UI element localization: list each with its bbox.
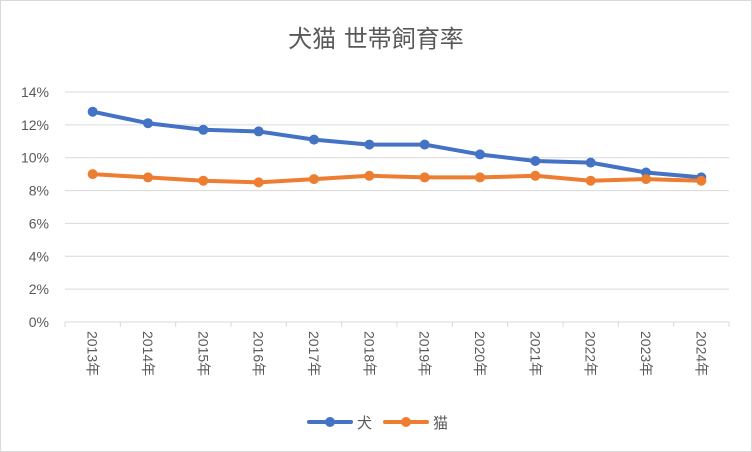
data-point	[198, 175, 209, 186]
data-point	[530, 170, 541, 181]
legend-item: 猫	[383, 414, 448, 432]
data-point	[87, 169, 98, 180]
y-tick-label: 10%	[21, 150, 49, 166]
x-tick-label: 2014年	[140, 331, 156, 376]
data-point	[253, 177, 264, 188]
data-point	[419, 172, 430, 183]
legend-label: 犬	[357, 414, 372, 432]
x-tick-label: 2023年	[638, 331, 654, 376]
x-axis: 2013年 2014年 2015年 2016年 2017年 2018年 2019年 2020年…	[64, 322, 730, 376]
data-point	[309, 174, 319, 185]
y-tick-label: 12%	[21, 117, 49, 133]
series-line	[90, 109, 704, 180]
legend: 犬猫	[307, 414, 448, 432]
x-tick-label: 2015年	[195, 331, 211, 376]
legend-item: 犬	[307, 414, 372, 432]
y-tick-label: 6%	[29, 215, 49, 231]
data-point	[364, 170, 375, 181]
y-tick-label: 8%	[29, 183, 49, 199]
data-point	[364, 139, 375, 150]
plot-series	[87, 106, 707, 188]
data-point	[143, 118, 153, 129]
data-point	[253, 126, 264, 137]
x-tick-label: 2019年	[417, 331, 433, 376]
data-point	[87, 106, 98, 117]
data-point	[696, 175, 707, 186]
x-tick-label: 2022年	[583, 331, 599, 376]
y-axis: 0% 2% 4% 6% 8% 10% 12% 14%	[21, 84, 49, 330]
series-1	[87, 106, 707, 183]
y-tick-label: 2%	[29, 281, 49, 297]
y-tick-label: 4%	[29, 248, 49, 264]
series-2	[87, 169, 707, 188]
data-point	[641, 174, 651, 185]
series-line	[90, 172, 704, 185]
chart-title: 犬猫 世帯飼育率	[288, 25, 464, 53]
legend-label: 猫	[433, 414, 448, 432]
data-point	[475, 172, 485, 183]
data-point	[198, 124, 209, 135]
data-point	[419, 139, 430, 150]
legend-marker	[401, 417, 411, 427]
x-tick-label: 2017年	[306, 331, 322, 376]
x-tick-label: 2021年	[527, 331, 543, 376]
data-point	[585, 175, 596, 186]
legend-marker	[325, 417, 335, 427]
y-tick-label: 0%	[29, 314, 49, 330]
x-tick-label: 2024年	[693, 331, 709, 376]
data-point	[143, 172, 153, 183]
x-tick-label: 2018年	[361, 331, 377, 376]
data-point	[309, 134, 319, 145]
data-point	[530, 156, 541, 166]
x-tick-label: 2013年	[85, 331, 101, 376]
x-tick-label: 2016年	[251, 331, 267, 376]
data-point	[475, 149, 485, 160]
y-tick-label: 14%	[21, 84, 49, 100]
x-tick-label: 2020年	[472, 331, 488, 376]
data-point	[585, 157, 596, 168]
